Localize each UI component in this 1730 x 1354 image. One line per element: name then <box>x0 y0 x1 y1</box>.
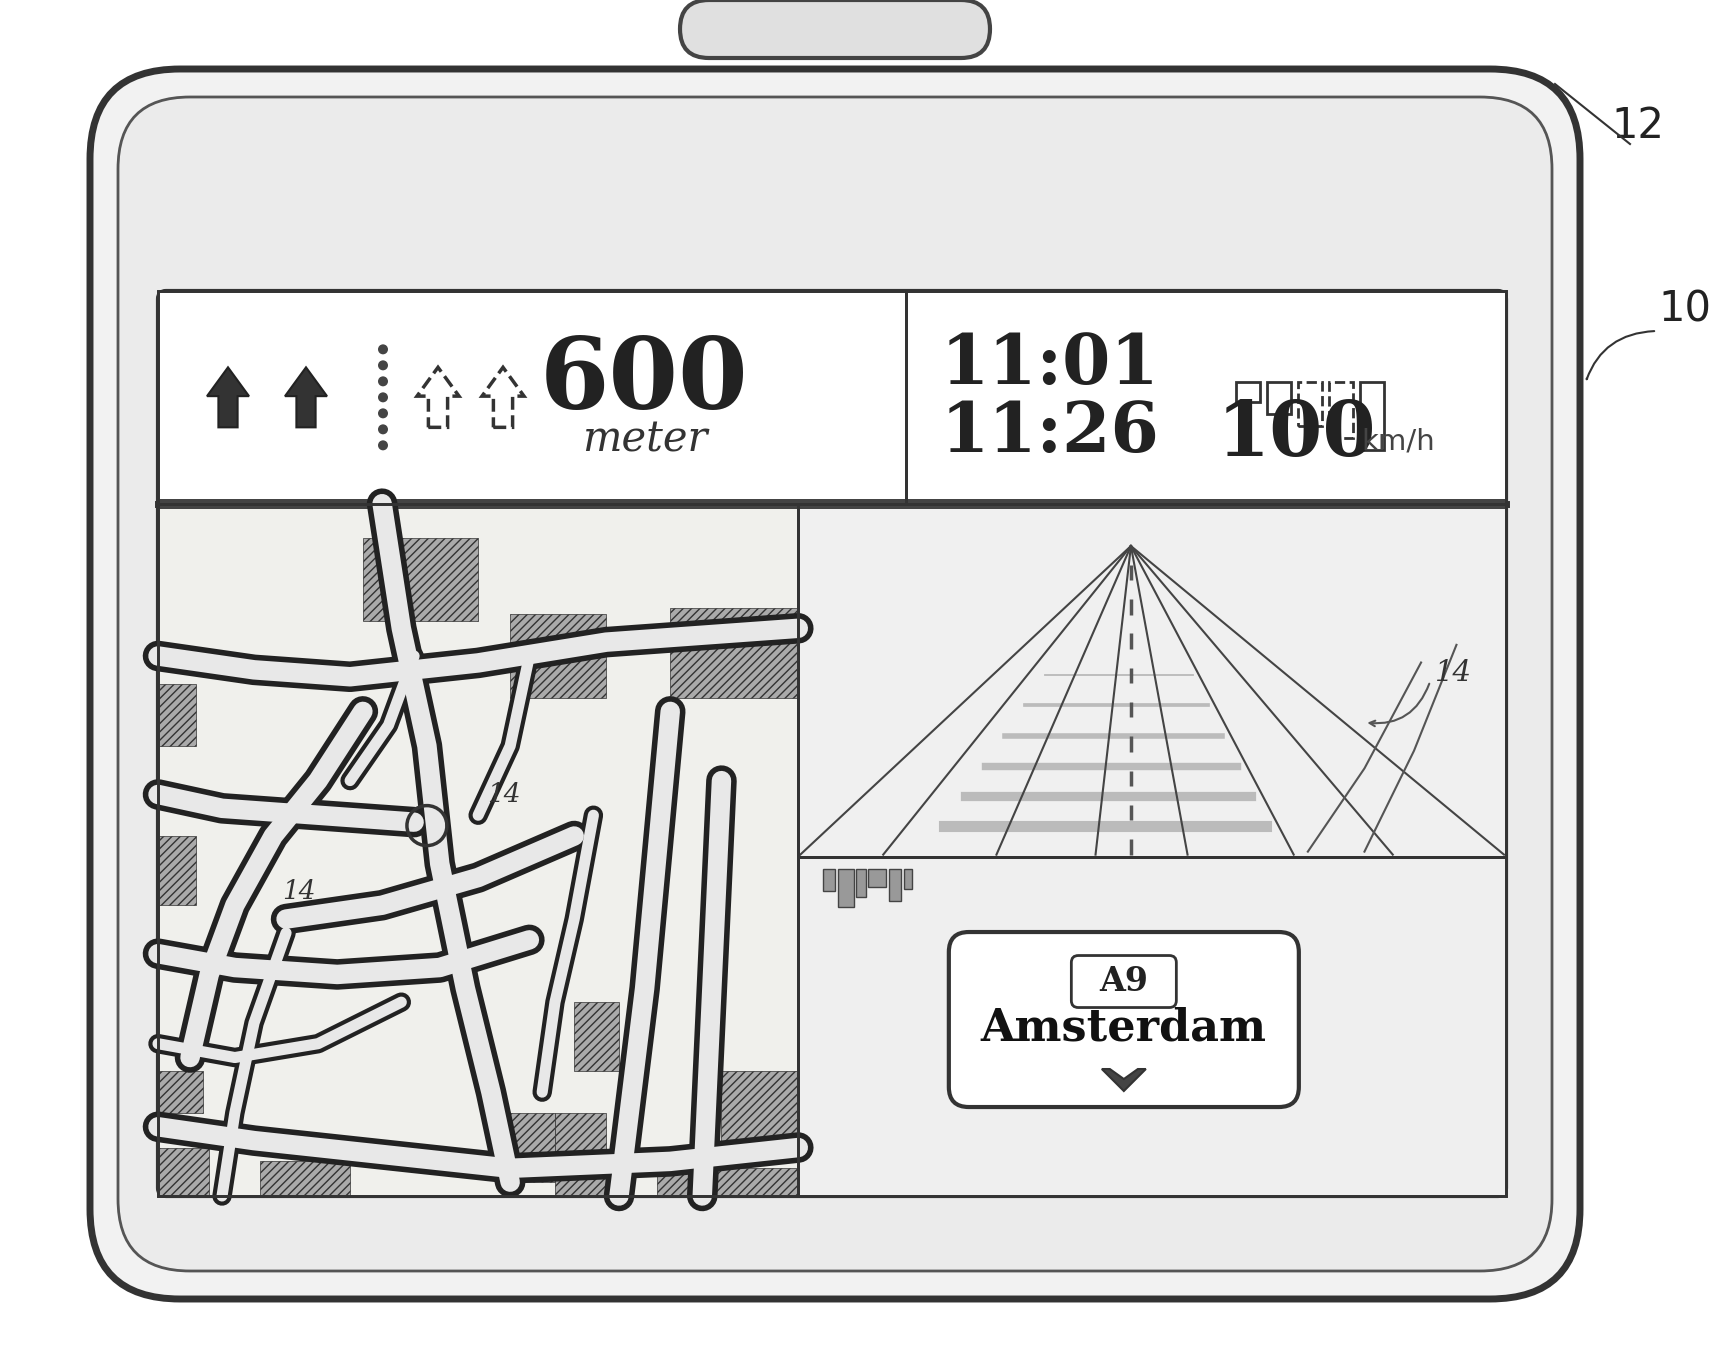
Polygon shape <box>555 1113 606 1196</box>
Text: 14: 14 <box>282 879 315 904</box>
Bar <box>1298 382 1322 427</box>
Text: 100: 100 <box>1216 398 1375 473</box>
FancyBboxPatch shape <box>90 69 1579 1298</box>
Bar <box>889 869 901 900</box>
FancyBboxPatch shape <box>157 291 1505 1196</box>
Text: 11:01: 11:01 <box>939 330 1159 398</box>
Circle shape <box>377 393 388 402</box>
Polygon shape <box>363 539 477 621</box>
Bar <box>157 498 1505 509</box>
Polygon shape <box>157 684 195 746</box>
Text: 12: 12 <box>1611 106 1664 148</box>
Bar <box>1329 382 1353 439</box>
Bar <box>1266 382 1291 414</box>
Text: 14: 14 <box>1434 659 1472 686</box>
Text: 10: 10 <box>1657 288 1711 330</box>
Bar <box>905 291 1505 504</box>
Text: 11:26: 11:26 <box>939 399 1159 466</box>
Bar <box>157 291 905 504</box>
Polygon shape <box>657 1169 798 1196</box>
Bar <box>798 504 1505 857</box>
Polygon shape <box>157 1148 209 1196</box>
Circle shape <box>377 440 388 451</box>
Bar <box>157 291 1505 1196</box>
Text: 600: 600 <box>540 333 749 429</box>
FancyBboxPatch shape <box>118 97 1552 1271</box>
Bar <box>1235 382 1259 402</box>
Bar <box>868 869 886 887</box>
Text: 14: 14 <box>486 783 521 807</box>
Circle shape <box>377 409 388 418</box>
Bar <box>903 869 912 888</box>
Bar <box>856 869 865 896</box>
FancyBboxPatch shape <box>1071 956 1176 1007</box>
Polygon shape <box>1102 1070 1145 1091</box>
Polygon shape <box>208 367 249 428</box>
Polygon shape <box>260 1162 349 1196</box>
FancyBboxPatch shape <box>680 0 990 58</box>
Polygon shape <box>721 1071 798 1162</box>
Text: A9: A9 <box>1099 965 1147 998</box>
Bar <box>837 869 855 907</box>
Bar <box>823 869 836 891</box>
FancyArrowPatch shape <box>1586 332 1654 379</box>
Circle shape <box>377 344 388 355</box>
Polygon shape <box>285 367 327 428</box>
Bar <box>798 857 1505 1196</box>
Bar <box>905 291 1505 504</box>
Circle shape <box>377 376 388 386</box>
Text: meter: meter <box>581 418 706 460</box>
Bar <box>1360 382 1384 451</box>
Bar <box>798 857 1505 1196</box>
Polygon shape <box>670 608 798 697</box>
Polygon shape <box>510 1113 555 1182</box>
Bar <box>157 504 798 1196</box>
Polygon shape <box>157 1071 202 1113</box>
Circle shape <box>377 424 388 435</box>
Bar <box>798 504 1505 857</box>
Polygon shape <box>574 1002 619 1071</box>
Bar <box>157 291 905 504</box>
Polygon shape <box>510 615 606 697</box>
Circle shape <box>377 360 388 371</box>
Text: Amsterdam: Amsterdam <box>981 1006 1266 1049</box>
Text: km/h: km/h <box>1360 428 1434 455</box>
Bar <box>157 504 798 1196</box>
Polygon shape <box>157 835 195 906</box>
FancyBboxPatch shape <box>948 932 1298 1108</box>
